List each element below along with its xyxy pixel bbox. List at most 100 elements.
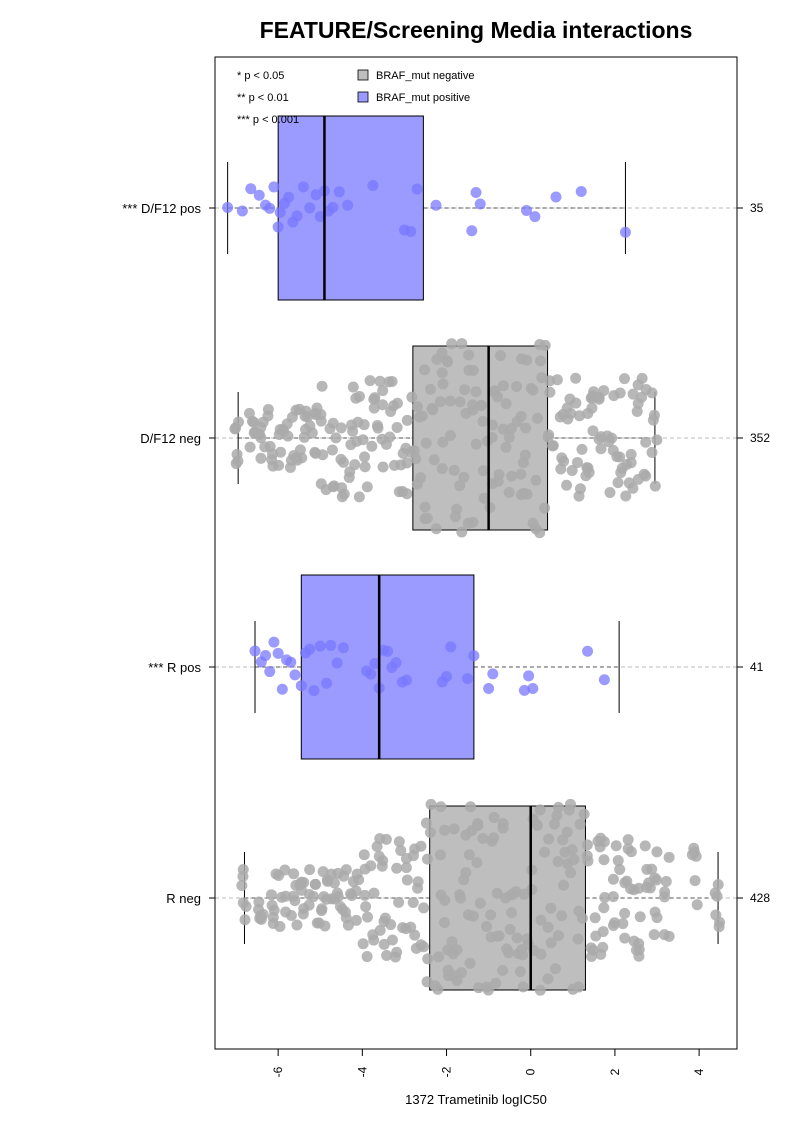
data-point [380, 833, 392, 845]
data-point [552, 930, 564, 942]
data-point [575, 186, 587, 198]
data-point [436, 367, 448, 379]
data-point [425, 798, 437, 810]
data-point [619, 907, 631, 919]
data-point [520, 422, 532, 434]
data-point [273, 428, 285, 440]
data-point [222, 202, 234, 214]
x-tick-label: 0 [524, 1068, 538, 1075]
data-point [483, 683, 495, 695]
grid-lines [215, 207, 737, 899]
data-point [570, 372, 582, 384]
data-point [304, 202, 316, 214]
data-point [397, 922, 409, 934]
data-point [260, 650, 272, 662]
data-point [435, 801, 447, 813]
x-tick-label: 2 [608, 1068, 622, 1075]
x-tick-label: -4 [355, 1066, 369, 1077]
data-point [378, 938, 390, 950]
data-point [572, 933, 584, 945]
data-point [444, 395, 456, 407]
data-point [651, 434, 663, 446]
data-point [455, 967, 467, 979]
data-point [527, 682, 539, 694]
data-point [316, 380, 328, 392]
data-point [324, 423, 336, 435]
data-point [710, 909, 722, 921]
data-point [593, 433, 605, 445]
data-point [647, 414, 659, 426]
data-point [393, 836, 405, 848]
data-point [419, 501, 431, 513]
data-point [244, 441, 256, 453]
data-point [646, 446, 658, 458]
data-point [488, 832, 500, 844]
data-point [391, 421, 403, 433]
data-point [291, 210, 303, 222]
data-point [649, 480, 661, 492]
data-point [369, 657, 381, 669]
box [412, 345, 549, 531]
data-point [649, 906, 661, 918]
data-point [448, 464, 460, 476]
plot-frame [214, 56, 738, 1050]
data-point [460, 867, 472, 879]
data-point [463, 849, 475, 861]
data-point [232, 455, 244, 467]
data-point [317, 449, 329, 461]
data-point [521, 488, 533, 500]
data-point [342, 199, 354, 211]
data-point [506, 470, 518, 482]
data-point [385, 919, 397, 931]
data-point [368, 402, 380, 414]
data-point [411, 183, 423, 195]
data-point [361, 481, 373, 493]
data-point [310, 189, 322, 201]
data-point [562, 413, 574, 425]
data-point [330, 432, 342, 444]
data-point [545, 937, 557, 949]
data-point [401, 414, 413, 426]
data-point [275, 446, 287, 458]
data-point [543, 833, 555, 845]
data-point [574, 410, 586, 422]
data-point [273, 459, 285, 471]
data-point [487, 668, 499, 680]
data-point [237, 870, 249, 882]
data-point [497, 964, 509, 976]
data-point [561, 826, 573, 838]
data-point [268, 181, 280, 193]
data-point [462, 673, 474, 685]
data-point [408, 445, 420, 457]
data-point [598, 674, 610, 686]
data-point [595, 443, 607, 455]
data-point [583, 466, 595, 478]
data-point [272, 647, 284, 659]
data-point [531, 820, 543, 832]
data-point [377, 399, 389, 411]
data-point [517, 981, 529, 993]
data-point [369, 392, 381, 404]
data-point [338, 870, 350, 882]
data-point [689, 875, 701, 887]
data-point [614, 387, 626, 399]
x-tick-label: -6 [271, 1066, 285, 1077]
data-point [466, 225, 478, 237]
data-point [511, 380, 523, 392]
data-point [439, 917, 451, 929]
legend-sig-1: * p < 0.05 [237, 70, 284, 82]
data-point [289, 895, 301, 907]
data-point [535, 948, 547, 960]
data-point [610, 840, 622, 852]
data-point [360, 901, 372, 913]
data-point [545, 902, 557, 914]
data-point [280, 890, 292, 902]
data-point [437, 378, 449, 390]
data-point [622, 834, 634, 846]
data-point [326, 444, 338, 456]
data-point [527, 517, 539, 529]
data-point [570, 397, 582, 409]
data-point [419, 364, 431, 376]
data-point [633, 938, 645, 950]
data-point [291, 919, 303, 931]
